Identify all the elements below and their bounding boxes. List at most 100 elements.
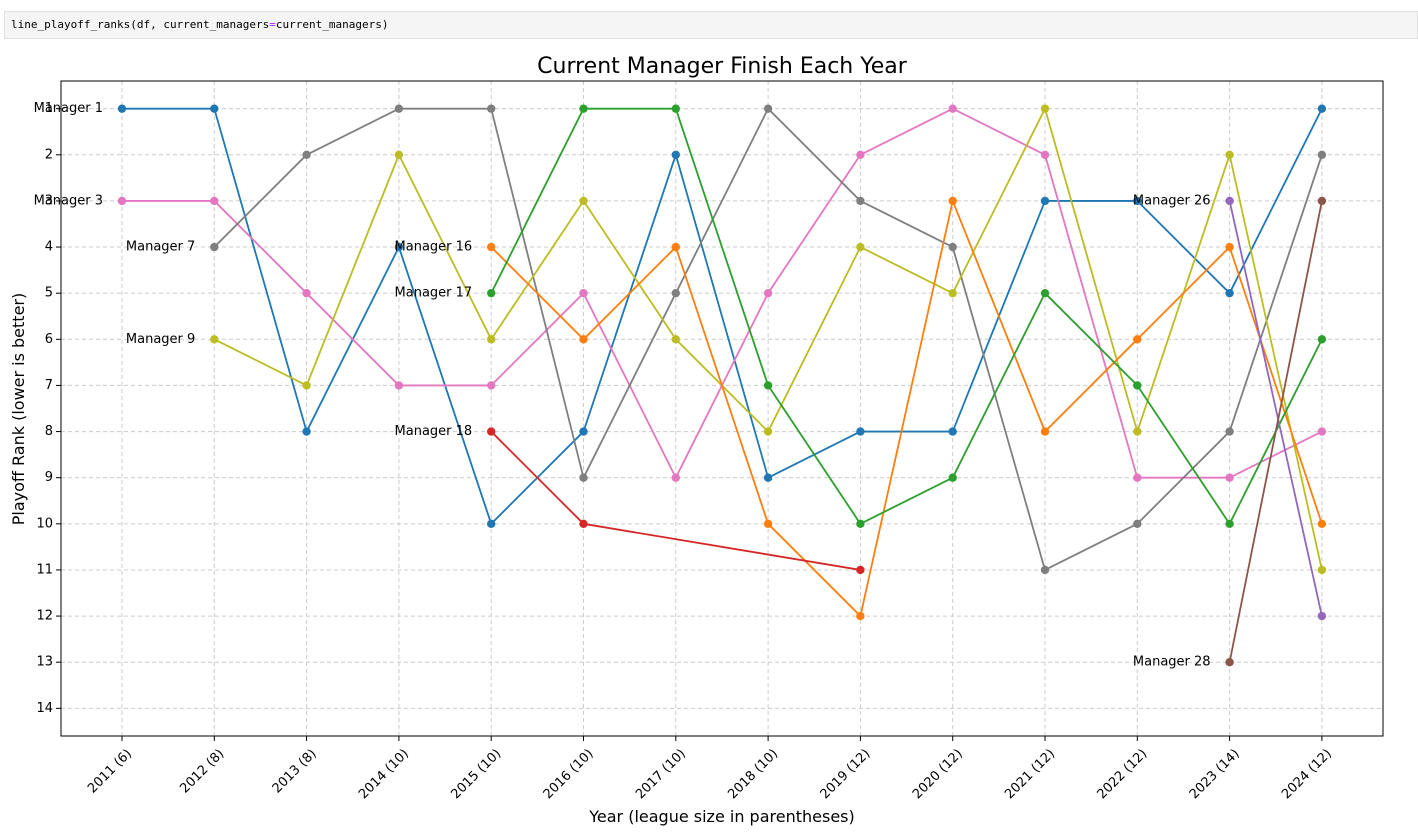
data-point-manager-16: [1317, 519, 1327, 529]
data-point-manager-3: [948, 104, 957, 113]
data-point-manager-17: [856, 519, 865, 529]
y-tick-label: 1: [45, 101, 53, 116]
data-point-manager-18: [856, 565, 865, 575]
data-point-manager-3: [763, 288, 773, 298]
data-point-manager-7: [302, 150, 311, 160]
data-point-manager-1: [671, 150, 680, 160]
data-point-manager-9: [487, 335, 496, 344]
data-point-manager-1: [1133, 196, 1142, 206]
data-point-manager-7: [487, 104, 496, 113]
series-label-manager-9: Manager 9: [126, 332, 195, 347]
data-point-manager-16: [763, 519, 773, 529]
x-tick-label: 2014 (10): [356, 746, 412, 802]
x-tick-label: 2017 (10): [633, 746, 689, 802]
series-label-manager-3: Manager 3: [34, 193, 103, 208]
data-point-manager-3: [856, 150, 865, 160]
series-label-manager-17: Manager 17: [395, 286, 473, 301]
data-point-manager-7: [579, 473, 588, 482]
data-point-manager-9: [579, 196, 588, 206]
x-tick-label: 2011 (6): [85, 746, 135, 796]
data-point-manager-28: [1317, 196, 1327, 206]
data-point-manager-1: [948, 427, 957, 436]
data-point-manager-17: [671, 104, 680, 113]
data-point-manager-17: [948, 473, 957, 482]
series-line-manager-28: [1228, 200, 1323, 663]
y-tick-label: 14: [36, 701, 53, 716]
series-label-manager-16: Manager 16: [395, 240, 473, 255]
code-function-call: line_playoff_ranks(df, current_managers: [11, 18, 270, 31]
data-point-manager-3: [579, 288, 588, 298]
series-label-manager-7: Manager 7: [126, 240, 195, 255]
y-tick-label: 6: [45, 332, 53, 347]
data-point-manager-3: [1225, 473, 1234, 482]
series-labels: Manager 1 Manager 3 Manager 7 Manager 9 Mana…: [34, 101, 1211, 670]
data-point-manager-9: [394, 150, 404, 160]
series-label-manager-1: Manager 1: [34, 101, 103, 116]
grid-lines: [61, 81, 1383, 736]
data-point-manager-16: [579, 335, 588, 344]
y-axis-label: Playoff Rank (lower is better): [9, 293, 28, 525]
x-tick-label: 2021 (12): [1002, 746, 1058, 802]
x-tick-label: 2016 (10): [541, 746, 597, 802]
data-point-manager-9: [671, 335, 680, 344]
series-points: [117, 104, 1327, 667]
y-tick-label: 8: [45, 424, 53, 439]
code-cell[interactable]: line_playoff_ranks(df, current_managers=…: [4, 11, 1418, 39]
series-line-manager-17: [490, 107, 1323, 525]
data-point-manager-9: [948, 288, 957, 298]
x-tick-label: 2015 (10): [448, 746, 504, 802]
x-tick-label: 2013 (8): [270, 746, 320, 796]
data-point-manager-7: [1040, 565, 1050, 575]
code-argument: current_managers): [275, 18, 389, 31]
data-point-manager-16: [856, 611, 865, 621]
data-point-manager-3: [1040, 150, 1050, 160]
data-point-manager-1: [487, 519, 496, 529]
data-point-manager-17: [1317, 335, 1327, 344]
data-point-manager-17: [487, 288, 496, 298]
data-point-manager-17: [1133, 381, 1142, 390]
data-point-manager-3: [210, 196, 219, 206]
y-tick-label: 3: [45, 193, 53, 208]
data-point-manager-7: [948, 242, 957, 252]
x-tick-label: 2012 (8): [177, 746, 227, 796]
y-tick-label: 12: [36, 609, 53, 624]
x-tick-label: 2022 (12): [1095, 746, 1151, 802]
y-tick-label: 10: [36, 516, 53, 531]
data-point-manager-9: [1317, 565, 1327, 575]
x-axis-ticks: 2011 (6) 2012 (8) 2013 (8) 2014 (10) 2015 (1…: [85, 736, 1335, 802]
series-line-manager-1: [122, 107, 1323, 525]
y-tick-label: 4: [45, 240, 53, 255]
data-point-manager-7: [1225, 427, 1234, 436]
data-point-manager-26: [1225, 196, 1234, 206]
y-tick-label: 13: [36, 655, 53, 670]
data-point-manager-16: [671, 242, 680, 252]
series-line-manager-26: [1228, 200, 1323, 617]
data-point-manager-17: [579, 104, 588, 113]
data-point-manager-16: [1040, 427, 1050, 436]
code-text: line_playoff_ranks(df, current_managers=…: [11, 18, 389, 31]
y-tick-label: 11: [36, 562, 53, 577]
plot-frame: [60, 80, 1384, 737]
x-axis-label: Year (league size in parentheses): [588, 807, 855, 826]
x-tick-label: 2019 (12): [818, 746, 874, 802]
series-label-manager-18: Manager 18: [395, 424, 473, 439]
data-point-manager-7: [394, 104, 404, 113]
data-point-manager-9: [1133, 427, 1142, 436]
x-tick-label: 2023 (14): [1187, 746, 1243, 802]
data-point-manager-7: [671, 288, 680, 298]
data-point-manager-7: [763, 104, 773, 113]
data-point-manager-3: [302, 288, 311, 298]
data-point-manager-9: [1225, 150, 1234, 160]
data-point-manager-1: [210, 104, 219, 113]
data-point-manager-7: [856, 196, 865, 206]
data-point-manager-1: [1317, 104, 1327, 113]
y-tick-label: 7: [45, 378, 53, 393]
data-point-manager-26: [1317, 611, 1327, 621]
data-point-manager-17: [1225, 519, 1234, 529]
data-point-manager-18: [579, 519, 588, 529]
data-point-manager-3: [671, 473, 680, 482]
data-point-manager-7: [1133, 519, 1142, 529]
x-tick-label: 2024 (12): [1279, 746, 1335, 802]
data-point-manager-9: [302, 381, 311, 390]
